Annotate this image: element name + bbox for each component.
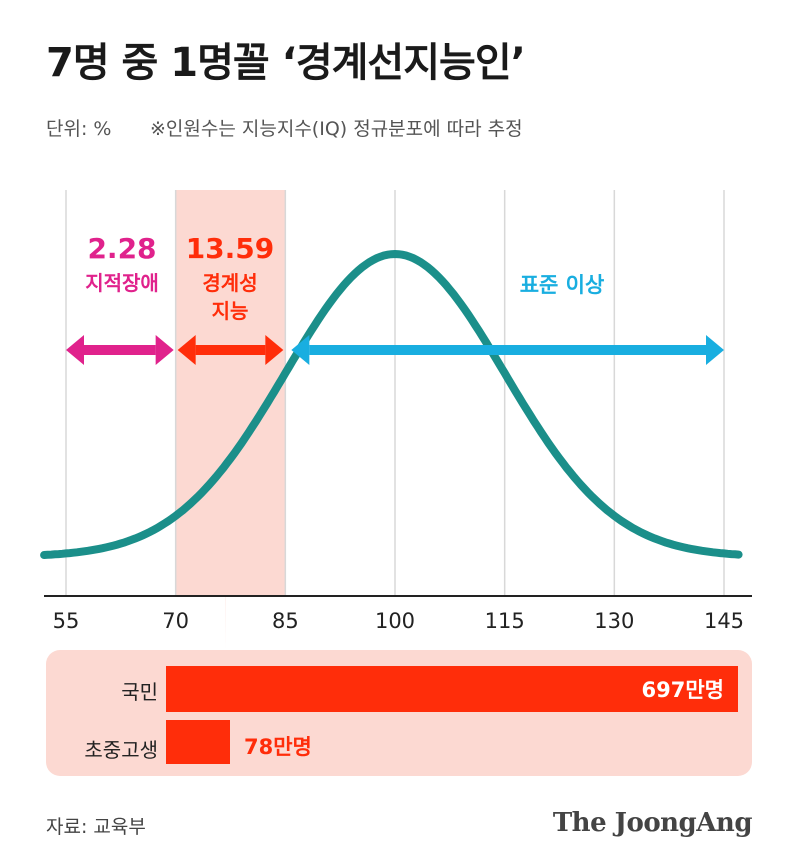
disability-range-arrow	[66, 335, 174, 365]
arrow-dis-head-left	[66, 335, 84, 365]
bar-label-nation: 국민	[121, 680, 158, 704]
standard-name-label: 표준 이상	[520, 273, 605, 297]
bar-value-students: 78만명	[244, 735, 312, 759]
arrow-std-head-right	[706, 335, 724, 365]
normal-curve	[40, 249, 743, 559]
x-tick-70: 70	[162, 609, 189, 633]
bar-label-students: 초중고생	[84, 738, 158, 762]
arrow-std-shaft	[309, 345, 706, 355]
standard-range-arrow	[291, 335, 724, 365]
source-note: 자료: 교육부	[46, 816, 146, 838]
arrow-bor-head-left	[177, 335, 196, 365]
borderline-band	[175, 190, 286, 596]
x-tick-100: 100	[375, 609, 415, 633]
population-panel: 국민 697만명 초중고생 78만명	[46, 650, 752, 776]
disability-name-label: 지적장애	[85, 271, 159, 295]
x-tick-130: 130	[594, 609, 634, 633]
borderline-name-label-2: 지능	[212, 299, 249, 323]
x-tick-145: 145	[704, 609, 744, 633]
x-tick-labels: 55 70 85 100 115 130 145	[53, 609, 744, 633]
arrow-dis-shaft	[84, 345, 156, 355]
brand-logo: The JoongAng	[552, 808, 753, 838]
unit-note: 단위: %	[46, 118, 112, 140]
x-tick-55: 55	[53, 609, 80, 633]
distribution-chart: 55 70 85 100 115 130 145 2.28 지적장애 13.59 경계성 지…	[40, 190, 752, 652]
x-tick-85: 85	[272, 609, 299, 633]
disability-value-label: 2.28	[87, 232, 156, 265]
borderline-range-arrow	[177, 335, 284, 365]
arrow-dis-head-right	[155, 335, 174, 365]
arrow-bor-shaft	[195, 345, 266, 355]
borderline-value-label: 13.59	[186, 232, 275, 265]
borderline-name-label-1: 경계성	[202, 271, 257, 295]
arrow-std-head-left	[291, 335, 310, 365]
bar-students	[166, 720, 230, 764]
footnote: ※인원수는 지능지수(IQ) 정규분포에 따라 추정	[150, 118, 523, 140]
x-tick-115: 115	[485, 609, 525, 633]
chart-title: 7명 중 1명꼴 ‘경계선지능인’	[46, 40, 526, 86]
bar-nation: 697만명	[166, 666, 738, 712]
bar-value-nation: 697만명	[641, 678, 724, 702]
arrow-bor-head-right	[265, 335, 284, 365]
